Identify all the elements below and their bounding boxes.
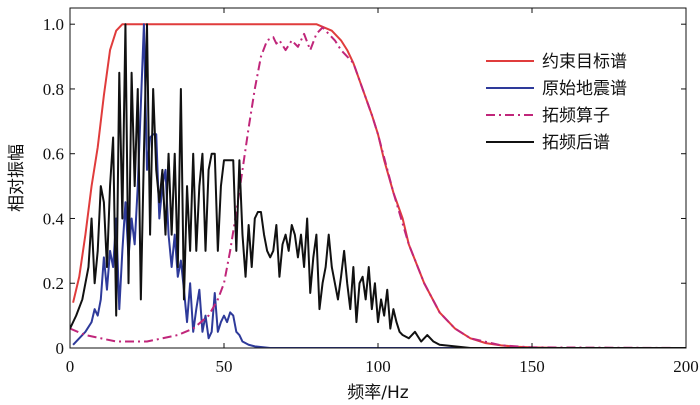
series-layer <box>70 23 686 348</box>
y-tick-label: 0.6 <box>43 145 64 164</box>
legend-label-1: 约束目标谱 <box>542 52 627 72</box>
x-tick-label: 0 <box>66 357 75 376</box>
y-tick-label: 0.4 <box>43 209 65 228</box>
x-axis-label: 频率/Hz <box>347 383 409 403</box>
series-line-2 <box>72 23 686 348</box>
ticks-layer: 0 50 100 150 200 0 0.2 0.4 0.6 0.8 1.0 <box>43 8 699 376</box>
legend-label-4: 拓频后谱 <box>542 133 610 153</box>
x-tick-label: 50 <box>216 357 233 376</box>
legend-label-3: 拓频算子 <box>542 106 610 126</box>
legend-label-2: 原始地震谱 <box>542 79 627 99</box>
y-axis-label: 相对振幅 <box>7 144 27 212</box>
y-tick-label: 0.8 <box>43 80 64 99</box>
y-tick-label: 0 <box>56 339 65 358</box>
x-tick-label: 100 <box>365 357 391 376</box>
y-tick-label: 1.0 <box>43 15 64 34</box>
x-tick-label: 200 <box>673 357 699 376</box>
series-line-4 <box>70 23 686 348</box>
y-tick-label: 0.2 <box>43 274 64 293</box>
series-line-3 <box>70 26 686 348</box>
series-line-1 <box>72 23 686 348</box>
x-tick-label: 150 <box>519 357 545 376</box>
